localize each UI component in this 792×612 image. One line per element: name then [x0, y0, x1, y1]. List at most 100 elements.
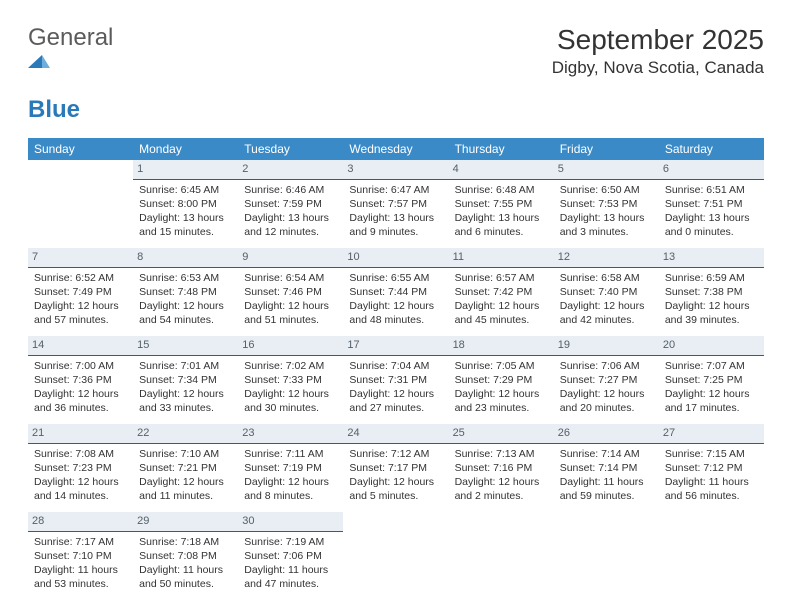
daylight-text: Daylight: 12 hours	[455, 475, 548, 489]
sunset-text: Sunset: 7:21 PM	[139, 461, 232, 475]
day-number-bar: 11	[449, 248, 554, 268]
sunset-text: Sunset: 7:49 PM	[34, 285, 127, 299]
daylight-text: Daylight: 12 hours	[244, 475, 337, 489]
sunset-text: Sunset: 7:59 PM	[244, 197, 337, 211]
sunset-text: Sunset: 7:51 PM	[665, 197, 758, 211]
sunset-text: Sunset: 7:31 PM	[349, 373, 442, 387]
daylight-text: and 9 minutes.	[349, 225, 442, 239]
logo-mark-icon	[28, 52, 113, 68]
daylight-text: Daylight: 12 hours	[139, 475, 232, 489]
day-number-bar: 16	[238, 336, 343, 356]
sunset-text: Sunset: 7:25 PM	[665, 373, 758, 387]
sunrise-text: Sunrise: 7:07 AM	[665, 359, 758, 373]
day-number-bar: 30	[238, 512, 343, 532]
calendar-day-cell: 18Sunrise: 7:05 AMSunset: 7:29 PMDayligh…	[449, 336, 554, 424]
daylight-text: and 3 minutes.	[560, 225, 653, 239]
day-number-bar: 29	[133, 512, 238, 532]
sunrise-text: Sunrise: 6:53 AM	[139, 271, 232, 285]
calendar-day-cell: 30Sunrise: 7:19 AMSunset: 7:06 PMDayligh…	[238, 512, 343, 600]
daylight-text: Daylight: 12 hours	[349, 299, 442, 313]
daylight-text: and 14 minutes.	[34, 489, 127, 503]
day-number-bar: 17	[343, 336, 448, 356]
daylight-text: Daylight: 13 hours	[139, 211, 232, 225]
daylight-text: and 5 minutes.	[349, 489, 442, 503]
daylight-text: Daylight: 13 hours	[349, 211, 442, 225]
calendar-day-cell: 7Sunrise: 6:52 AMSunset: 7:49 PMDaylight…	[28, 248, 133, 336]
day-number-bar: 5	[554, 160, 659, 180]
daylight-text: and 27 minutes.	[349, 401, 442, 415]
title-block: September 2025 Digby, Nova Scotia, Canad…	[552, 24, 764, 78]
sunrise-text: Sunrise: 7:11 AM	[244, 447, 337, 461]
daylight-text: Daylight: 11 hours	[139, 563, 232, 577]
daylight-text: and 6 minutes.	[455, 225, 548, 239]
sunrise-text: Sunrise: 7:00 AM	[34, 359, 127, 373]
sunset-text: Sunset: 7:23 PM	[34, 461, 127, 475]
calendar-day-cell: 19Sunrise: 7:06 AMSunset: 7:27 PMDayligh…	[554, 336, 659, 424]
sunrise-text: Sunrise: 6:47 AM	[349, 183, 442, 197]
calendar-day-cell: 6Sunrise: 6:51 AMSunset: 7:51 PMDaylight…	[659, 160, 764, 248]
daylight-text: Daylight: 12 hours	[455, 387, 548, 401]
sunrise-text: Sunrise: 7:17 AM	[34, 535, 127, 549]
calendar-week-row: 14Sunrise: 7:00 AMSunset: 7:36 PMDayligh…	[28, 336, 764, 424]
sunrise-text: Sunrise: 7:08 AM	[34, 447, 127, 461]
daylight-text: and 48 minutes.	[349, 313, 442, 327]
sunset-text: Sunset: 7:46 PM	[244, 285, 337, 299]
daylight-text: and 36 minutes.	[34, 401, 127, 415]
daylight-text: and 0 minutes.	[665, 225, 758, 239]
sunset-text: Sunset: 7:53 PM	[560, 197, 653, 211]
daylight-text: Daylight: 12 hours	[560, 387, 653, 401]
calendar-day-cell: 25Sunrise: 7:13 AMSunset: 7:16 PMDayligh…	[449, 424, 554, 512]
sunset-text: Sunset: 7:12 PM	[665, 461, 758, 475]
daylight-text: Daylight: 11 hours	[560, 475, 653, 489]
sunrise-text: Sunrise: 7:19 AM	[244, 535, 337, 549]
sunrise-text: Sunrise: 6:54 AM	[244, 271, 337, 285]
weekday-row: Sunday Monday Tuesday Wednesday Thursday…	[28, 138, 764, 160]
day-number-bar: 21	[28, 424, 133, 444]
sunrise-text: Sunrise: 6:48 AM	[455, 183, 548, 197]
daylight-text: and 33 minutes.	[139, 401, 232, 415]
daylight-text: and 39 minutes.	[665, 313, 758, 327]
sunset-text: Sunset: 7:14 PM	[560, 461, 653, 475]
daylight-text: and 57 minutes.	[34, 313, 127, 327]
daylight-text: Daylight: 13 hours	[665, 211, 758, 225]
sunrise-text: Sunrise: 7:18 AM	[139, 535, 232, 549]
day-number-bar: 8	[133, 248, 238, 268]
calendar-day-cell: 27Sunrise: 7:15 AMSunset: 7:12 PMDayligh…	[659, 424, 764, 512]
calendar-day-cell: 12Sunrise: 6:58 AMSunset: 7:40 PMDayligh…	[554, 248, 659, 336]
calendar-day-cell: 4Sunrise: 6:48 AMSunset: 7:55 PMDaylight…	[449, 160, 554, 248]
calendar-day-cell: 5Sunrise: 6:50 AMSunset: 7:53 PMDaylight…	[554, 160, 659, 248]
daylight-text: and 50 minutes.	[139, 577, 232, 591]
sunrise-text: Sunrise: 6:52 AM	[34, 271, 127, 285]
sunset-text: Sunset: 7:27 PM	[560, 373, 653, 387]
weekday-header: Monday	[133, 138, 238, 160]
sunset-text: Sunset: 7:48 PM	[139, 285, 232, 299]
sunrise-text: Sunrise: 7:12 AM	[349, 447, 442, 461]
daylight-text: Daylight: 13 hours	[455, 211, 548, 225]
daylight-text: Daylight: 12 hours	[244, 299, 337, 313]
day-number-bar: 26	[554, 424, 659, 444]
day-number-bar: 24	[343, 424, 448, 444]
sunset-text: Sunset: 7:44 PM	[349, 285, 442, 299]
sunrise-text: Sunrise: 6:58 AM	[560, 271, 653, 285]
calendar-day-cell	[343, 512, 448, 600]
sunset-text: Sunset: 7:42 PM	[455, 285, 548, 299]
calendar-day-cell	[659, 512, 764, 600]
day-number-bar: 14	[28, 336, 133, 356]
calendar-day-cell: 17Sunrise: 7:04 AMSunset: 7:31 PMDayligh…	[343, 336, 448, 424]
day-number-bar: 2	[238, 160, 343, 180]
sunrise-text: Sunrise: 7:14 AM	[560, 447, 653, 461]
calendar-day-cell: 11Sunrise: 6:57 AMSunset: 7:42 PMDayligh…	[449, 248, 554, 336]
daylight-text: and 11 minutes.	[139, 489, 232, 503]
day-number-bar: 27	[659, 424, 764, 444]
weekday-header: Friday	[554, 138, 659, 160]
day-number-bar: 13	[659, 248, 764, 268]
daylight-text: Daylight: 12 hours	[244, 387, 337, 401]
day-number-bar: 10	[343, 248, 448, 268]
calendar-day-cell	[554, 512, 659, 600]
sunset-text: Sunset: 7:17 PM	[349, 461, 442, 475]
sunset-text: Sunset: 8:00 PM	[139, 197, 232, 211]
day-number-bar: 28	[28, 512, 133, 532]
day-number-bar: 1	[133, 160, 238, 180]
daylight-text: and 20 minutes.	[560, 401, 653, 415]
calendar-day-cell: 21Sunrise: 7:08 AMSunset: 7:23 PMDayligh…	[28, 424, 133, 512]
